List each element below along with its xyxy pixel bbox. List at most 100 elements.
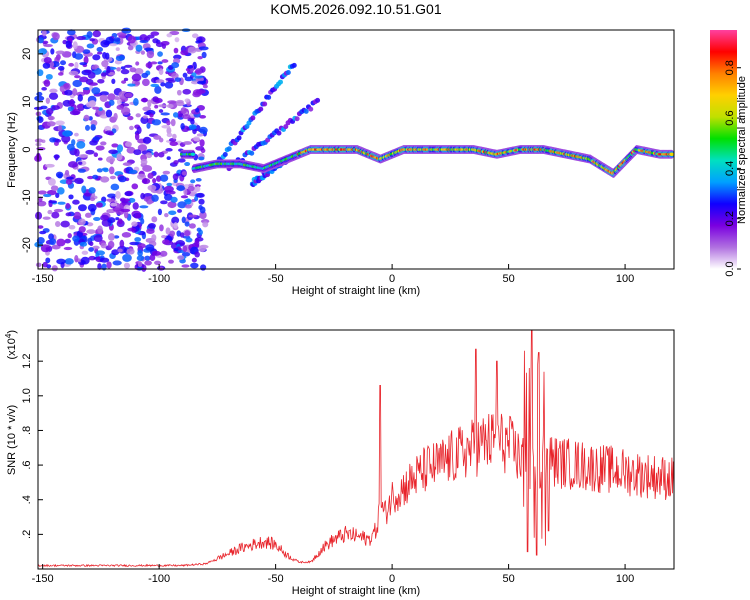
spectrogram-cell [34,95,45,102]
spectrogram-cell [88,247,95,252]
spectrogram-cell [65,202,71,210]
spectrogram-cell [68,70,79,76]
spectrogram-cell [180,195,189,199]
spectrogram-cell [45,108,54,115]
spectrogram-cell [144,47,154,51]
spectrogram-cell [121,80,127,84]
spectrogram-cell [123,77,129,82]
spectrogram-cell [78,226,86,233]
spectrogram-cell [82,49,91,54]
spectrogram-cell [151,234,157,242]
snr-y-tick-label: 1.2 [21,354,33,369]
spectrogram-cell [149,113,154,118]
spectrogram-cell [294,116,300,122]
colorbar-tick-label: 0.6 [724,110,736,125]
spectrogram-cell [76,91,85,97]
spectrogram-cell [49,88,58,93]
spectrogram-cell [139,205,149,209]
spectrogram-cell [72,88,78,96]
spectrogram-cells [33,27,675,272]
spectrogram-cell [50,185,59,192]
spectrogram-cell [124,92,133,98]
spectrogram-cell [106,198,116,202]
spectrogram-cell [112,260,122,266]
spectrogram-cell [37,225,44,229]
spectrogram-cell [134,213,142,219]
spectrogram-cell [146,228,155,235]
spectrogram-cell [113,112,118,121]
spectrogram-cell [68,62,74,67]
spectrogram-cell [39,230,47,235]
spectrogram-cell [116,104,124,110]
spectrogram-cell [315,97,321,103]
spectrogram-cell [160,82,166,87]
spectrogram-cell [102,51,107,59]
spectrogram-cell [249,150,255,156]
spectrogram-cell [74,148,80,157]
spectrogram-cell [187,185,195,192]
spectrogram-cell [291,62,297,68]
spectrogram-cell [191,33,199,39]
colorbar: 0.0 0.2 0.4 0.6 0.8 Normalized spectral ampl… [710,30,748,277]
spectrogram-cell [198,46,209,51]
spectrogram-cell [55,192,60,198]
spectrogram-cell [99,176,110,183]
snr-y-tick-label: .8 [21,426,33,435]
spectrogram-cell [72,235,80,242]
spectrogram-cell [74,255,79,263]
spectrogram-cell [166,132,173,138]
spectrogram-cell [183,141,192,145]
spectrogram-cell [66,176,74,180]
spectrogram-cell [199,139,205,147]
spectrogram-cell [226,146,232,152]
spectrogram-cell [153,135,162,140]
spectrogram-cell [115,190,121,199]
spectrogram-cell [137,173,146,180]
spectrogram-cell [76,35,86,41]
spectrogram-cell [172,173,179,181]
spectrogram-cell [57,201,66,205]
spectrogram-cell [142,115,148,119]
spectrogram-cell [157,208,163,216]
spectrogram-cell [48,92,59,100]
spectrogram-cell [120,69,130,75]
spectrogram-cell [146,34,155,39]
colorbar-tick-label: 0.0 [724,261,736,276]
spectrogram-cell [119,239,125,248]
spectrogram-y-ticks: -20 -10 0 10 20 [21,48,43,253]
snr-y-tick-label: 1.0 [21,388,33,403]
spectrogram-cell [49,238,57,246]
spectrogram-cell [42,62,51,69]
spectrogram-cell [88,116,93,121]
spectrogram-cell [121,27,132,34]
spectrogram-cell [68,194,74,200]
spectrogram-cell [160,112,170,116]
spectrogram-cell [87,203,97,212]
spectrogram-cell [107,240,115,249]
spectrogram-cell [193,75,204,79]
spectrogram-cell [43,79,51,87]
spectrogram-cell [158,109,164,113]
spectrogram-cell [146,122,151,129]
spectrogram-cell [111,249,120,256]
spectrogram-y-axis-title: Frequency (Hz) [6,112,18,188]
spectrogram-cell [150,83,160,88]
spectrogram-cell [173,160,179,165]
spectrogram-y-tick-label: 10 [21,96,33,108]
spectrogram-cell [107,209,114,213]
spectrogram-cell [87,175,94,180]
spectrogram-cell [116,144,124,153]
spectrogram-cell [198,245,207,252]
spectrogram-cell [175,101,185,107]
spectrogram-cell [97,78,105,84]
spectrogram-cell [128,169,138,174]
spectrogram-cell [159,174,169,182]
spectrogram-cell [87,71,96,79]
spectrogram-cell [190,262,199,269]
spectrogram-cell [303,108,309,114]
spectrogram-cell [109,43,118,47]
spectrogram-cell [81,185,87,194]
spectrogram-cell [142,136,152,144]
spectrogram-cell [108,166,115,175]
